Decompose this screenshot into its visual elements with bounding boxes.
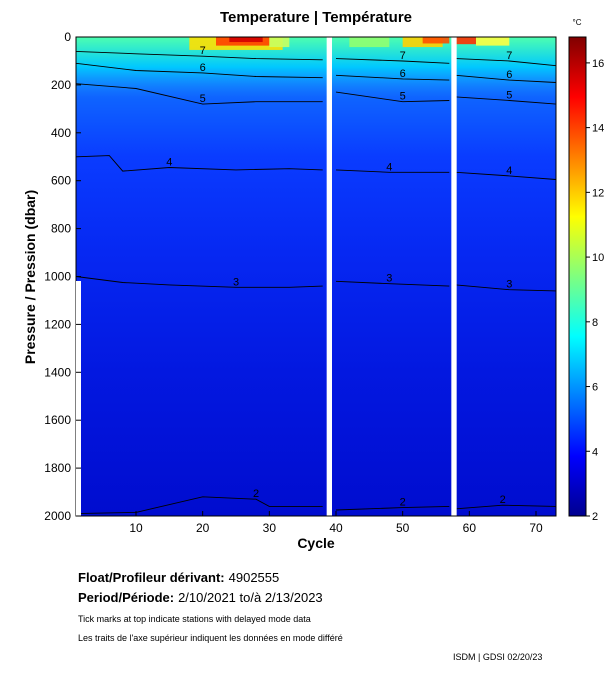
contour-2-segment-2 [455,504,556,510]
plot-area: 2 2 2 3 3 3 4 4 4 5 5 5 6 6 6 7 7 7 [76,37,556,516]
data-gap-0 [326,37,332,516]
contour-6-segment-2 [455,74,556,83]
x-tick-label: 50 [396,521,410,535]
contour-label-6: 6 [400,68,406,80]
colorbar-gradient [568,36,587,517]
contour-label-6: 6 [200,62,206,74]
float-label: Float/Profileur dérivant: [78,570,225,585]
y-tick-label: 600 [51,174,71,188]
x-tick-label: 60 [463,521,477,535]
y-tick-label: 400 [51,126,71,140]
colorbar-tick-label: 8 [592,317,598,329]
x-tick-label: 70 [529,521,543,535]
warm-patch-5 [456,37,476,45]
contour-3-segment-0 [76,276,323,288]
surface-layer [76,37,556,97]
colorbar: °C 2 4 6 8 10 12 14 16 [568,18,604,523]
contour-label-7: 7 [400,50,406,62]
y-tick-label: 1400 [44,365,71,379]
contour-5-segment-2 [455,96,556,105]
period-label: Period/Période: [78,590,175,605]
warm-patch-6 [476,37,510,46]
x-tick-label: 10 [129,521,143,535]
colorbar-tick-label: 10 [592,252,604,264]
colorbar-tick-label: 12 [592,187,604,199]
warm-patch-4 [422,37,450,44]
contour-label-4: 4 [506,165,512,177]
contour-5-segment-1 [335,91,450,103]
missing-data-strip [76,281,81,516]
colorbar-tick-label: 16 [592,58,604,70]
colorbar-unit: °C [573,18,582,27]
colorbar-tick-label: 6 [592,382,598,394]
contour-7-segment-1 [335,58,450,64]
contour-label-5: 5 [400,91,406,103]
contour-7-segment-0 [76,50,323,61]
colorbar-tick-label: 2 [592,511,598,523]
contour-4-segment-0 [76,155,323,172]
x-tick-label: 20 [196,521,210,535]
y-tick-label: 0 [64,30,71,44]
surface-warm-patches [189,37,510,50]
contour-label-5: 5 [200,93,206,105]
y-tick-label: 1600 [44,413,71,427]
contour-lines: 2 2 2 3 3 3 4 4 4 5 5 5 6 6 6 7 7 7 [76,45,556,515]
y-tick-label: 2000 [44,509,71,523]
note-french: Les traits de l'axe supérieur indiquent … [78,633,343,643]
contour-2-segment-1 [335,505,450,511]
data-gap-1 [451,37,457,516]
contour-label-7: 7 [200,45,206,57]
y-tick-label: 1200 [44,317,71,331]
contour-label-2: 2 [253,488,259,500]
x-axis-label: Cycle [297,535,335,551]
y-tick-label: 800 [51,222,71,236]
x-tick-label: 40 [329,521,343,535]
period-line: Period/Période: 2/10/2021 to/à 2/13/2023 [78,590,323,605]
heatmap-background [76,37,556,516]
contour-3-segment-2 [455,284,556,292]
contour-7-segment-2 [455,58,556,67]
contour-label-3: 3 [506,279,512,291]
contour-label-4: 4 [166,157,172,169]
float-value: 4902555 [228,570,280,585]
data-gaps [326,37,457,516]
y-tick-label: 200 [51,78,71,92]
y-tick-label: 1000 [44,270,71,284]
contour-label-7: 7 [506,50,512,62]
contour-2-segment-0 [76,496,323,515]
x-tick-label: 30 [263,521,277,535]
contour-4-segment-1 [335,169,450,173]
contour-label-3: 3 [233,276,239,288]
float-line: Float/Profileur dérivant: 4902555 [78,570,279,585]
warm-patch-7 [269,37,290,48]
contour-label-4: 4 [386,161,392,173]
contour-label-3: 3 [386,273,392,285]
colorbar-tick-label: 14 [592,123,604,135]
contour-5-segment-0 [76,83,323,105]
y-axis: 0 200 400 600 800 1000 1200 1400 1600 1800 2000 [44,30,81,523]
warm-patch-2 [229,37,263,43]
contour-label-6: 6 [506,69,512,81]
contour-4-segment-2 [455,171,556,180]
y-tick-label: 1800 [44,461,71,475]
contour-3-segment-1 [335,280,450,287]
contour-label-5: 5 [506,89,512,101]
contour-6-segment-1 [335,74,450,81]
note-english: Tick marks at top indicate stations with… [78,614,311,624]
chart-title: Temperature | Température [220,9,412,26]
y-axis-label: Pressure / Pression (dbar) [22,190,38,364]
contour-label-2: 2 [400,497,406,509]
period-value: 2/10/2021 to/à 2/13/2023 [178,590,323,605]
colorbar-ticks: 2 4 6 8 10 12 14 16 [586,58,604,523]
colorbar-tick-label: 4 [592,446,598,458]
footer-credit: ISDM | GDSI 02/20/23 [453,652,543,662]
x-axis: 10 20 30 40 50 60 70 [129,511,543,535]
contour-label-2: 2 [500,494,506,506]
warm-patch-8 [349,37,390,48]
contour-6-segment-0 [76,62,323,79]
